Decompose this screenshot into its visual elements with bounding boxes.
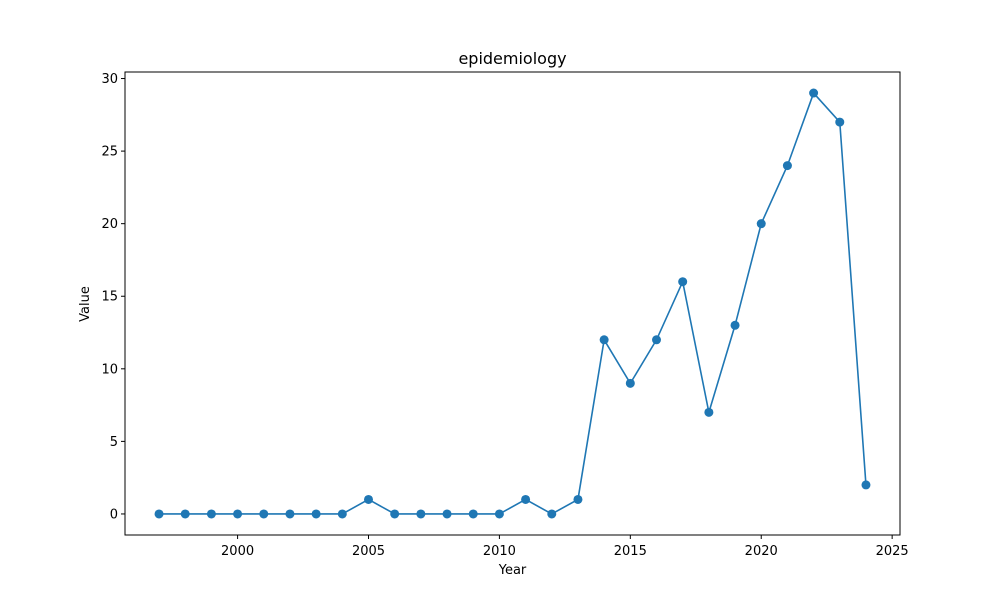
- data-point: [154, 509, 164, 519]
- data-point: [206, 509, 216, 519]
- x-tick-label: 2020: [745, 544, 778, 559]
- data-point: [861, 480, 871, 490]
- data-point: [363, 494, 373, 504]
- x-tick-label: 2010: [483, 544, 516, 559]
- data-point: [285, 509, 295, 519]
- y-tick-label: 20: [101, 217, 118, 232]
- data-point: [259, 509, 269, 519]
- data-point: [599, 335, 609, 345]
- data-point: [311, 509, 321, 519]
- data-point: [573, 494, 583, 504]
- y-axis-label: Value: [78, 286, 93, 322]
- series-line: [159, 91, 867, 515]
- x-tick-label: 2025: [876, 544, 909, 559]
- axes-frame: [124, 71, 901, 536]
- x-axis-label: Year: [498, 563, 527, 578]
- data-point: [180, 509, 190, 519]
- data-point: [704, 407, 714, 417]
- data-point: [809, 88, 819, 98]
- y-tick-label: 5: [110, 435, 118, 450]
- y-tick-label: 15: [101, 290, 118, 305]
- y-tick-label: 25: [101, 145, 118, 160]
- y-tick-label: 30: [101, 72, 118, 87]
- x-tick-label: 2005: [352, 544, 385, 559]
- data-point: [390, 509, 400, 519]
- x-tick-label: 2000: [221, 544, 254, 559]
- data-point: [835, 117, 845, 127]
- data-point: [625, 378, 635, 388]
- data-point: [652, 335, 662, 345]
- chart-title: epidemiology: [458, 49, 566, 68]
- data-point: [233, 509, 243, 519]
- data-point: [547, 509, 557, 519]
- data-point: [730, 320, 740, 330]
- data-point: [468, 509, 478, 519]
- data-point: [416, 509, 426, 519]
- y-tick-label: 10: [101, 362, 118, 377]
- data-point: [337, 509, 347, 519]
- x-tick-label: 2015: [614, 544, 647, 559]
- data-point: [782, 161, 792, 171]
- data-point: [442, 509, 452, 519]
- data-point: [756, 219, 766, 229]
- data-point: [521, 494, 531, 504]
- y-tick-label: 0: [110, 507, 118, 522]
- data-point: [678, 277, 688, 287]
- data-point: [494, 509, 504, 519]
